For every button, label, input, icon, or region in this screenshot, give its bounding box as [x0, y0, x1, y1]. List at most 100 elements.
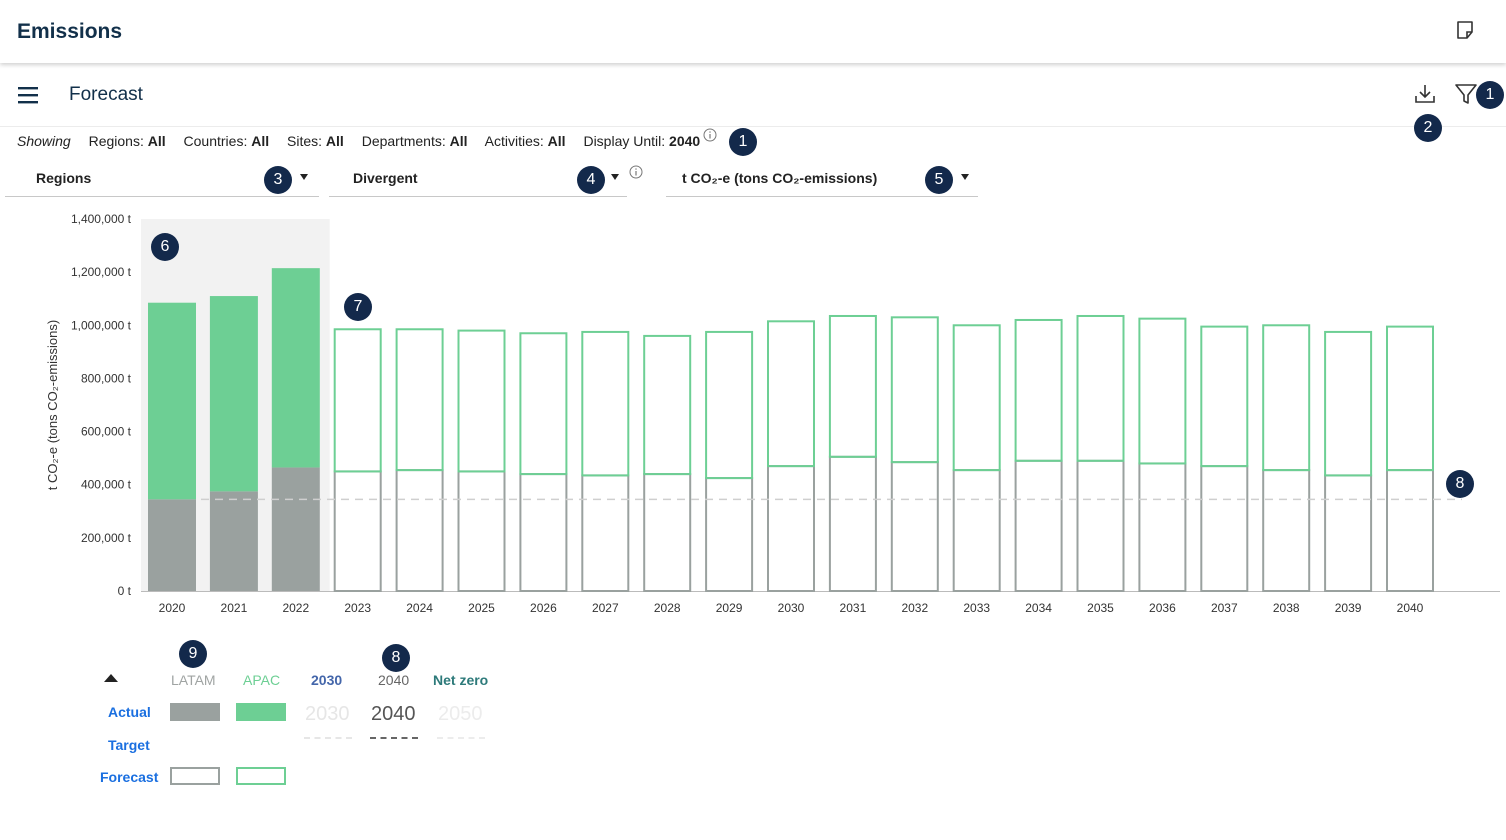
x-tick-label: 2035 — [1087, 601, 1114, 615]
mode-select[interactable]: Divergent — [329, 166, 627, 197]
bar-apac-2027 — [581, 330, 630, 477]
y-tick-label: 800,000 t — [81, 371, 132, 385]
info-icon[interactable] — [703, 128, 717, 142]
bar-latam-2035 — [1076, 459, 1125, 592]
bar-apac-2026 — [519, 332, 568, 476]
filter-regions: Regions: All — [88, 133, 166, 149]
x-tick-label: 2026 — [530, 601, 557, 615]
bar-apac-2040 — [1386, 325, 1434, 472]
bar-latam-2040 — [1386, 469, 1434, 593]
x-tick-label: 2036 — [1149, 601, 1176, 615]
group-by-value: Regions — [36, 170, 92, 186]
swatch-latam-actual — [170, 703, 220, 721]
unit-select[interactable]: t CO₂-e (tons CO₂-emissions) — [666, 166, 978, 197]
legend-header-net-zero[interactable]: Net zero — [433, 672, 489, 688]
x-tick-label: 2037 — [1211, 601, 1238, 615]
bar-latam-2038 — [1262, 469, 1311, 593]
legend-header-latam[interactable]: LATAM — [171, 672, 216, 688]
legend-header-2030[interactable]: 2030 — [311, 672, 343, 688]
swatch-apac-actual — [236, 703, 286, 721]
caret-down-icon — [611, 174, 619, 180]
x-tick-label: 2031 — [840, 601, 867, 615]
mode-value: Divergent — [353, 170, 418, 186]
bar-latam-2022 — [271, 467, 320, 591]
download-icon[interactable] — [1413, 82, 1437, 106]
bar-apac-2033 — [952, 324, 1001, 472]
x-tick-label: 2021 — [221, 601, 248, 615]
top-bar: Emissions — [0, 0, 1506, 63]
badge-1-display-until: 1 — [729, 128, 757, 156]
bar-latam-2032 — [890, 461, 939, 592]
filter-icon[interactable] — [1454, 82, 1478, 106]
legend-row-actual: Actual — [108, 704, 151, 720]
bar-apac-2025 — [457, 329, 506, 473]
caret-down-icon — [300, 174, 308, 180]
target-2040-dash — [370, 737, 418, 739]
emissions-chart: 0 t 200,000 t 400,000 t 600,000 t 800,000 t 1… — [45, 212, 1500, 615]
bar-apac-2034 — [1014, 318, 1063, 462]
bar-apac-2024 — [395, 328, 444, 472]
swatch-apac-forecast — [236, 767, 286, 785]
filter-countries: Countries: All — [183, 133, 270, 149]
bar-apac-2023 — [333, 328, 382, 473]
filter-departments: Departments: All — [361, 133, 468, 149]
target-2050-sample: 2050 — [438, 703, 483, 725]
y-tick-label: 0 t — [118, 584, 132, 598]
target-2050-dash — [437, 737, 485, 739]
bar-apac-2031 — [828, 314, 877, 458]
legend-row-forecast: Forecast — [100, 769, 159, 785]
x-tick-label: 2033 — [963, 601, 990, 615]
x-tick-label: 2040 — [1397, 601, 1424, 615]
bar-latam-2033 — [952, 469, 1001, 593]
sub-bar — [0, 64, 1506, 127]
x-tick-label: 2034 — [1025, 601, 1052, 615]
bar-apac-2020 — [148, 302, 196, 500]
bar-apac-2038 — [1262, 324, 1311, 472]
badge-2-download: 2 — [1414, 114, 1442, 142]
bar-latam-2028 — [643, 473, 692, 593]
bar-latam-2031 — [828, 455, 877, 593]
filter-display-until: Display Until: 2040 — [583, 133, 701, 149]
note-icon[interactable] — [1455, 20, 1475, 40]
menu-icon[interactable] — [18, 86, 38, 104]
legend-header-apac[interactable]: APAC — [243, 672, 281, 688]
x-tick-label: 2025 — [468, 601, 495, 615]
badge-9: 9 — [179, 640, 207, 668]
legend-row-target: Target — [108, 737, 150, 753]
group-by-select[interactable]: Regions — [5, 166, 319, 197]
badge-8-target-line: 8 — [1446, 470, 1474, 498]
bar-latam-2034 — [1014, 459, 1063, 592]
y-tick-label: 600,000 t — [81, 425, 132, 439]
target-2040-sample: 2040 — [371, 703, 416, 725]
bar-latam-2020 — [148, 499, 196, 591]
app-title: Emissions — [17, 20, 123, 43]
bar-latam-2037 — [1200, 465, 1249, 592]
bar-latam-2039 — [1324, 474, 1373, 592]
bar-apac-2030 — [767, 320, 815, 468]
bar-latam-2036 — [1138, 462, 1187, 593]
bar-apac-2021 — [209, 296, 258, 492]
badge-5: 5 — [925, 166, 953, 194]
bar-apac-2029 — [705, 330, 754, 480]
badge-8-legend: 8 — [382, 644, 410, 672]
bar-latam-2021 — [209, 491, 258, 591]
bar-latam-2024 — [395, 469, 444, 593]
bar-apac-2032 — [890, 316, 939, 464]
x-tick-label: 2022 — [282, 601, 309, 615]
badge-4: 4 — [577, 166, 605, 194]
bar-apac-2028 — [643, 334, 692, 476]
badge-3: 3 — [264, 166, 292, 194]
target-2030-sample: 2030 — [305, 703, 350, 725]
bar-apac-2035 — [1076, 314, 1125, 462]
info-icon[interactable] — [629, 165, 643, 179]
bar-apac-2036 — [1138, 317, 1187, 465]
bar-apac-2039 — [1324, 330, 1373, 477]
y-tick-label: 1,000,000 t — [71, 318, 132, 332]
legend-header-2040[interactable]: 2040 — [378, 672, 410, 688]
caret-down-icon — [961, 174, 969, 180]
filter-summary: Showing Regions: All Countries: All Site… — [17, 133, 714, 149]
caret-up-icon[interactable] — [104, 674, 118, 682]
bar-latam-2025 — [457, 470, 506, 592]
bar-latam-2029 — [705, 477, 754, 593]
x-tick-label: 2030 — [778, 601, 805, 615]
